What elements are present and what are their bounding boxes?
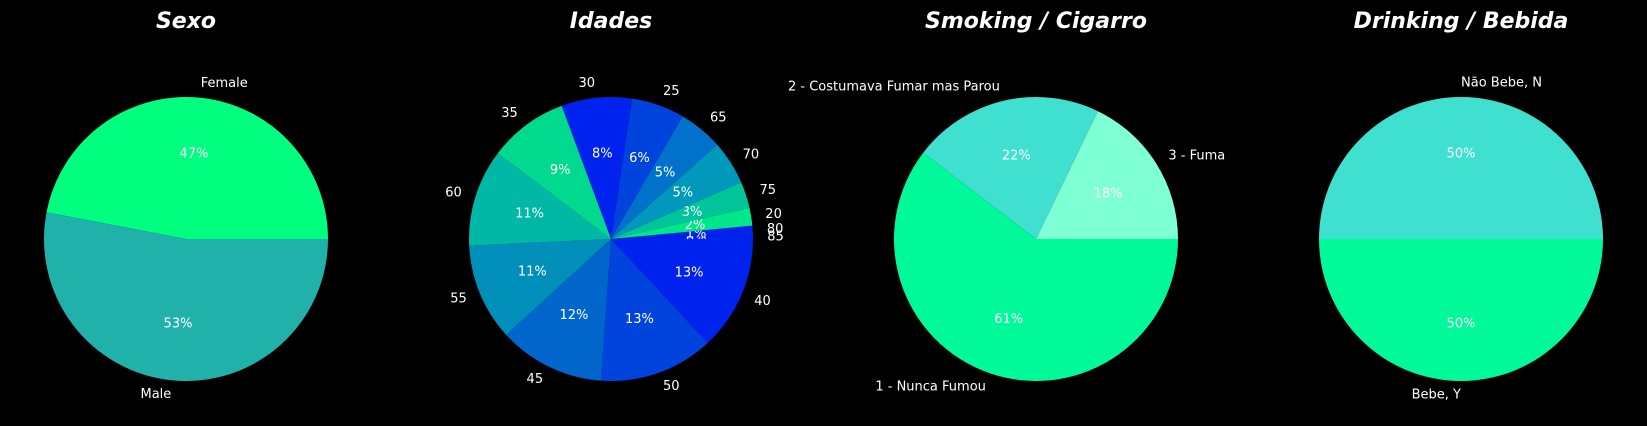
- slice-label: 35: [501, 106, 518, 121]
- pie-slice-40: [611, 239, 753, 343]
- chart-title: Idades: [570, 9, 653, 34]
- slice-percent-label: 6%: [629, 151, 650, 166]
- pie-slice-35: [497, 105, 611, 239]
- pie-slice-2-costumava-fumar-mas-parou: [923, 96, 1098, 239]
- slice-percent-label: 3%: [682, 205, 703, 220]
- pie-slice-85: [611, 235, 753, 239]
- slice-percent-label: 47%: [180, 147, 209, 162]
- chart-sexo: Sexo Female 47% Male 53%: [43, 9, 329, 402]
- slice-percent-label: 22%: [1002, 149, 1031, 164]
- slice-percent-label: 13%: [625, 312, 654, 327]
- chart-smoking: Smoking / Cigarro 3 - Fuma 18% 2 - Costuma…: [788, 9, 1225, 394]
- slice-percent-label: 11%: [515, 206, 544, 221]
- pie-slice-male: [43, 212, 329, 382]
- slice-percent-label: 18%: [1094, 186, 1123, 201]
- slice-percent-label: 11%: [518, 264, 547, 279]
- slice-label: 20: [765, 207, 782, 222]
- slice-label: 75: [760, 183, 777, 198]
- slice-percent-label: 9%: [550, 163, 571, 178]
- pie-slice-female: [46, 97, 329, 240]
- slice-label: Não Bebe, N: [1461, 75, 1542, 90]
- slice-label: 25: [663, 84, 680, 99]
- slice-label: 65: [710, 111, 727, 126]
- slice-label: 3 - Fuma: [1168, 149, 1225, 164]
- slice-percent-label: 53%: [164, 316, 193, 331]
- slice-percent-label: 5%: [672, 186, 693, 201]
- pie-slice-bebe-y: [1319, 239, 1603, 381]
- pie-slice-n-o-bebe-n: [1319, 97, 1603, 239]
- chart-idades: Idades 850%801%202%753%705%655%256%308%3…: [445, 9, 783, 394]
- pie-slice-3-fuma: [1036, 111, 1178, 239]
- pie-slice-50: [600, 239, 708, 381]
- slice-percent-label: 5%: [655, 166, 676, 181]
- slice-percent-label: 8%: [592, 147, 613, 162]
- chart-title: Sexo: [156, 9, 216, 34]
- pie-slice-20: [611, 207, 753, 239]
- pie-slice-65: [611, 116, 718, 239]
- slice-label: Bebe, Y: [1412, 388, 1461, 403]
- slice-percent-label: 61%: [994, 312, 1023, 327]
- slice-label: Female: [201, 76, 248, 91]
- chart-title: Drinking / Bebida: [1354, 9, 1569, 34]
- slice-percent-label: 50%: [1447, 317, 1476, 332]
- slice-label: 70: [743, 147, 760, 162]
- slice-label: 85: [767, 230, 784, 245]
- slice-label: 30: [578, 76, 595, 91]
- pie-slice-75: [611, 182, 750, 239]
- pie-slice-80: [611, 225, 753, 239]
- slice-label: 2 - Costumava Fumar mas Parou: [788, 80, 1000, 95]
- pie-slice-60: [469, 153, 611, 246]
- slice-label: 80: [767, 222, 784, 237]
- slice-percent-label: 50%: [1447, 146, 1476, 161]
- slice-label: 45: [527, 372, 544, 387]
- chart-drinking: Drinking / Bebida Não Bebe, N 50% Bebe, Y 5…: [1319, 9, 1603, 403]
- pie-slice-45: [506, 239, 611, 381]
- slice-percent-label: 12%: [559, 308, 588, 323]
- pie-slice-30: [561, 96, 633, 239]
- slice-percent-label: 2%: [685, 218, 706, 233]
- pie-slice-1-nunca-fumou: [893, 152, 1178, 381]
- slice-label: 1 - Nunca Fumou: [875, 379, 986, 394]
- slice-label: 50: [663, 379, 680, 394]
- slice-label: 55: [450, 292, 467, 307]
- slice-label: Male: [141, 387, 172, 402]
- slice-label: 60: [445, 185, 462, 200]
- slice-percent-label: 13%: [675, 266, 704, 281]
- slice-label: 40: [754, 294, 771, 309]
- pie-slice-25: [611, 98, 683, 239]
- pie-slice-55: [469, 239, 611, 335]
- pie-slice-70: [611, 144, 742, 239]
- chart-title: Smoking / Cigarro: [925, 9, 1147, 34]
